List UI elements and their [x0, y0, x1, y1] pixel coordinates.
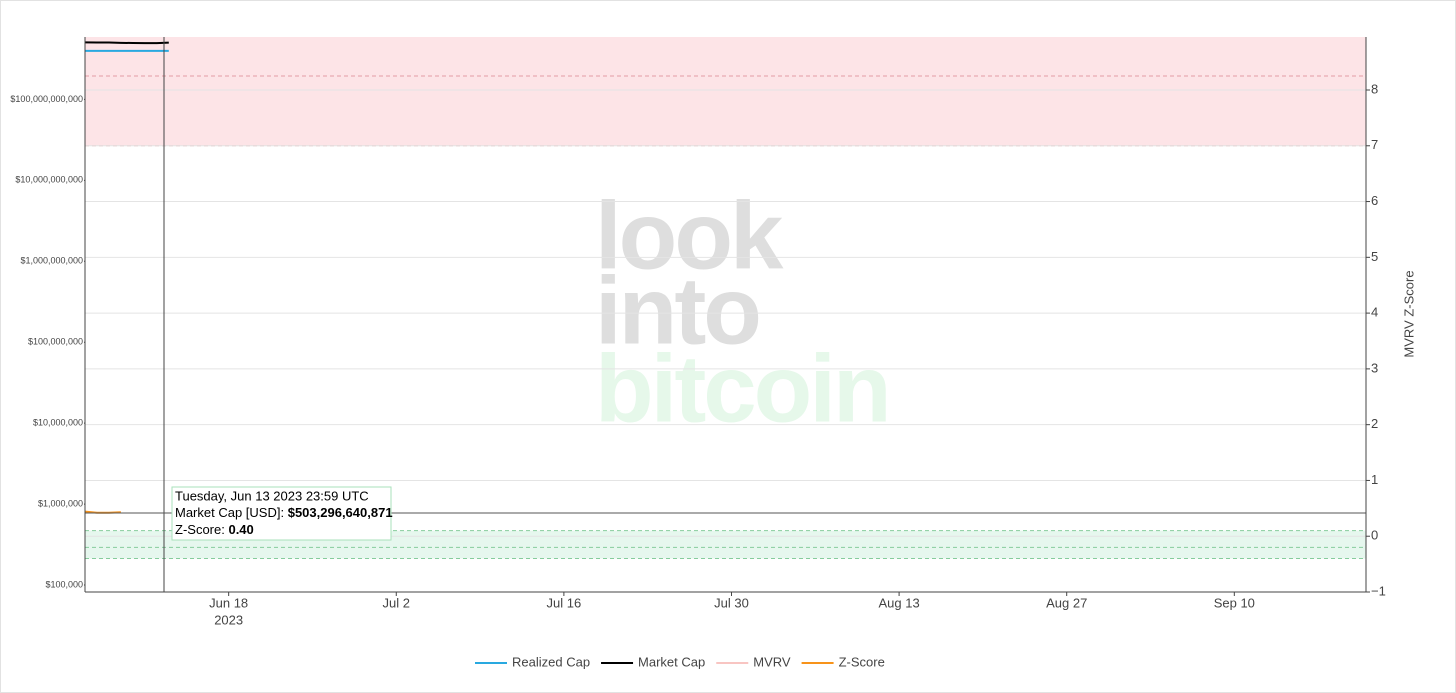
watermark-text: look — [595, 182, 784, 289]
legend-item[interactable]: Realized Cap — [475, 654, 590, 669]
legend-label: MVRV — [753, 654, 791, 669]
zone-band — [85, 37, 1366, 146]
tooltip-box — [171, 486, 392, 541]
x-tick-label: Sep 10 — [1214, 595, 1255, 610]
y-tick-label: $100,000,000,000 — [10, 94, 83, 104]
x-tick-label: Jun 18 — [209, 595, 248, 610]
y-tick-label: $10,000,000,000 — [15, 175, 83, 185]
y-tick-label: $1,000,000,000 — [20, 256, 83, 266]
y2-tick-label: 7 — [1371, 137, 1378, 152]
y2-tick-label: 8 — [1371, 81, 1378, 96]
tooltip-value: 0.40 — [228, 522, 253, 537]
legend-item[interactable]: MVRV — [716, 654, 791, 669]
x-tick-label: Aug 27 — [1046, 595, 1087, 610]
x-tick-label: Jul 16 — [547, 595, 582, 610]
y2-tick-label: −1 — [1371, 583, 1386, 598]
x-tick-year: 2023 — [214, 612, 243, 627]
y2-tick-label: 2 — [1371, 416, 1378, 431]
tooltip: Tuesday, Jun 13 2023 23:59 UTC Market Ca… — [171, 486, 393, 541]
x-tick-label: Jul 2 — [383, 595, 410, 610]
tooltip-label: Z-Score: 0.40 — [175, 522, 254, 537]
x-tick-label: Jul 30 — [714, 595, 749, 610]
y-tick-label: $1,000,000 — [38, 498, 83, 508]
y2-tick-label: 3 — [1371, 360, 1378, 375]
legend-label: Realized Cap — [512, 654, 590, 669]
y-tick-label: $100,000,000 — [28, 337, 83, 347]
legend-item[interactable]: Z-Score — [801, 654, 885, 669]
y2-tick-label: 1 — [1371, 472, 1378, 487]
watermark-text: bitcoin — [595, 335, 889, 442]
y2-tick-label: 4 — [1371, 305, 1378, 320]
tooltip-title: Tuesday, Jun 13 2023 23:59 UTC — [175, 488, 369, 503]
legend-label: Market Cap — [638, 654, 705, 669]
y2-tick-label: 0 — [1371, 528, 1378, 543]
y2-axis-title: MVRV Z-Score — [1401, 270, 1416, 357]
series-line — [84, 41, 169, 45]
tooltip-label: Z-Score: — [175, 522, 225, 537]
y-tick-label: $10,000,000 — [33, 418, 83, 428]
y2-tick-label: 5 — [1371, 249, 1378, 264]
legend-item[interactable]: Market Cap — [601, 654, 705, 669]
x-tick-label: Aug 13 — [878, 595, 919, 610]
tooltip-label: Market Cap [USD]: $503,296,640,871 — [175, 505, 393, 520]
y-tick-label: $100,000 — [45, 579, 83, 589]
tooltip-value: $503,296,640,871 — [288, 505, 393, 520]
tooltip-label: Market Cap [USD]: — [175, 505, 284, 520]
y2-tick-label: 6 — [1371, 193, 1378, 208]
legend-label: Z-Score — [839, 654, 885, 669]
watermark-text: into — [595, 257, 759, 364]
